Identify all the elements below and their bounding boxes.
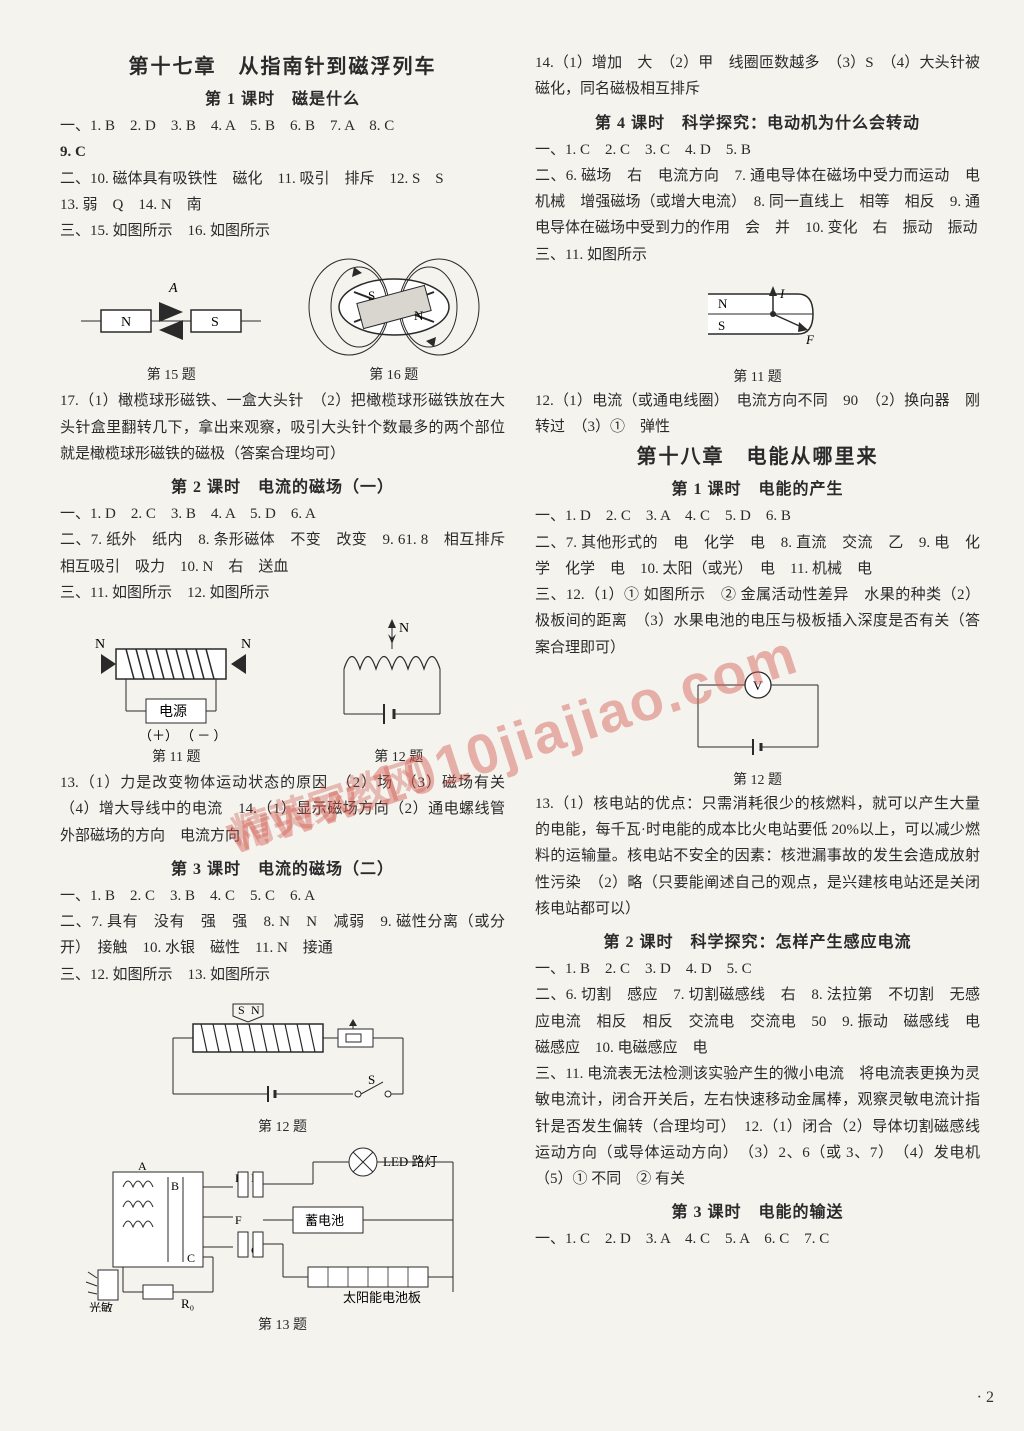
l1-line-5: 三、15. 如图所示 16. 如图所示 [60,218,505,244]
fig13-R-1: 光敏 [89,1300,113,1312]
fig11-N1: N [95,637,105,652]
left-column: 第十七章 从指南针到磁浮列车 第 1 课时 磁是什么 一、1. B 2. D 3… [60,50,505,1336]
fig12c-caption: 第 12 题 [733,769,782,789]
chapter-18-title: 第十八章 电能从哪里来 [535,440,980,469]
l2-line-2: 二、7. 纸外 纸内 8. 条形磁体 不变 改变 9. 61. 8 相互排斥 相… [60,527,505,580]
fig13-caption: 第 13 题 [258,1314,307,1334]
r2-line-3: 三、11. 电流表无法检测该实验产生的微小电流 将电流表更换为灵敏电流计，闭合开… [535,1061,980,1192]
fig-12c-svg: V [673,667,843,767]
l1-line-1: 一、1. B 2. D 3. B 4. A 5. B 6. B 7. A 8. … [60,113,505,139]
r2-line-2: 二、6. 切割 感应 7. 切割磁感线 右 8. 法拉第 不切割 无感应电流 相… [535,982,980,1061]
l1-line-3: 二、10. 磁体具有吸铁性 磁化 11. 吸引 排斥 12. S S [60,166,505,192]
r3-line-1: 一、1. C 2. D 3. A 4. C 5. A 6. C 7. C [535,1226,980,1252]
fig-11: N N 电源 （＋） （ － ） 第 11 题 [81,614,271,766]
fig13-R0: R₀ [181,1296,194,1311]
fig-12-svg: N [314,614,484,744]
fig12b-sw: S [368,1072,375,1087]
fig12c-V: V [753,678,763,693]
r1-line-1: 一、1. D 2. C 3. A 4. C 5. D 6. B [535,503,980,529]
fig-16-svg: S N [304,252,484,362]
l3-line-1: 一、1. B 2. C 3. B 4. C 5. C 6. A [60,883,505,909]
fig11b-S: S [718,318,725,333]
fig13-C: C [187,1251,195,1265]
fig16-caption: 第 16 题 [304,364,484,384]
fig11-minus: （ － ） [181,728,227,743]
l4-line-1: 一、1. C 2. C 3. C 4. D 5. B [535,137,980,163]
fig-row-15-16: N S A 第 15 题 [60,252,505,384]
fig11b-N: N [718,296,728,311]
lesson-2-title: 第 2 课时 电流的磁场（一） [60,473,505,497]
l4-line-4: 12.（1）电流（或通电线圈） 电流方向不同 90 （2）换向器 刚转过 （3）… [535,388,980,441]
l3-line-2: 二、7. 具有 没有 强 强 8. N N 减弱 9. 磁性分离（或分开） 接触… [60,909,505,962]
fig13-A: A [138,1159,147,1173]
fig11b-caption: 第 11 题 [733,366,781,386]
fig12-N: N [399,621,409,636]
fig15-caption: 第 15 题 [81,364,261,384]
l1-line-2: 9. C [60,139,505,165]
r1-line-4: 13.（1）核电站的优点：只需消耗很少的核燃料，就可以产生大量的电能，每千瓦·时… [535,791,980,922]
fig-12b-svg: S N S [143,994,423,1114]
right-column: 14.（1）增加 大 （2）甲 线圈匝数越多 （3）S （4）大头针被磁化，同名… [535,50,980,1336]
fig15-S-label: S [211,315,219,330]
fig13-F: F [235,1213,242,1227]
fig12b-caption: 第 12 题 [258,1116,307,1136]
fig11-src: 电源 [159,704,187,720]
fig12-caption: 第 12 题 [314,746,484,766]
fig-11b-svg: N S I F [688,274,828,364]
lesson-1-title: 第 1 课时 磁是什么 [60,85,505,109]
page-number: · 2 [977,1389,994,1407]
chapter-17-title: 第十七章 从指南针到磁浮列车 [60,50,505,79]
l2-line-1: 一、1. D 2. C 3. B 4. A 5. D 6. A [60,501,505,527]
r-line-0: 14.（1）增加 大 （2）甲 线圈匝数越多 （3）S （4）大头针被磁化，同名… [535,50,980,103]
fig-13-svg: A B C D E F G LED 路灯 [83,1142,483,1312]
fig-15: N S A 第 15 题 [81,272,261,384]
fig15-N-label: N [121,315,131,330]
fig15-A-label: A [168,281,178,296]
lesson-3-title: 第 3 课时 电流的磁场（二） [60,855,505,879]
fig11-plus: （＋） [139,728,178,743]
l1-line-6: 17.（1）橄榄球形磁铁、一盒大头针 （2）把橄榄球形磁铁放在大头针盒里翻转几下… [60,388,505,467]
fig13-B: B [171,1179,179,1193]
fig-12c: V 第 12 题 [535,667,980,789]
r1-line-2: 二、7. 其他形式的 电 化学 电 8. 直流 交流 乙 9. 电 化学 化学 … [535,530,980,583]
fig-12b: S N S 第 1 [60,994,505,1136]
l3-line-3: 三、12. 如图所示 13. 如图所示 [60,962,505,988]
fig16-N-label: N [414,308,424,323]
fig11b-F: F [805,332,815,347]
fig-15-svg: N S A [81,272,261,362]
fig-11b: N S I F 第 11 题 [535,274,980,386]
fig13-solar: 太阳能电池板 [343,1290,421,1305]
r-lesson-2-title: 第 2 课时 科学探究：怎样产生感应电流 [535,928,980,952]
r-lesson-3-title: 第 3 课时 电能的输送 [535,1198,980,1222]
l2-line-3: 三、11. 如图所示 12. 如图所示 [60,580,505,606]
fig-row-11-12: N N 电源 （＋） （ － ） 第 11 题 [60,614,505,766]
l4-line-2: 二、6. 磁场 右 电流方向 7. 通电导体在磁场中受力而运动 电 机械 增强磁… [535,163,980,242]
fig11-caption: 第 11 题 [81,746,271,766]
fig12b-N: N [251,1003,260,1017]
page-root: 第十七章 从指南针到磁浮列车 第 1 课时 磁是什么 一、1. B 2. D 3… [0,0,1024,1366]
fig16-S-label: S [368,288,375,303]
r2-line-1: 一、1. B 2. C 3. D 4. D 5. C [535,956,980,982]
r-lesson-1-title: 第 1 课时 电能的产生 [535,475,980,499]
lesson-4-title: 第 4 课时 科学探究：电动机为什么会转动 [535,109,980,133]
fig12b-S: S [238,1003,245,1017]
fig-13: A B C D E F G LED 路灯 [60,1142,505,1334]
l1-line-4: 13. 弱 Q 14. N 南 [60,192,505,218]
fig11-N2: N [241,637,251,652]
l2-line-4: 13.（1）力是改变物体运动状态的原因 （2）场 （3）磁场有关 （4）增大导线… [60,770,505,849]
l4-line-3: 三、11. 如图所示 [535,242,980,268]
fig-11-svg: N N 电源 （＋） （ － ） [81,614,271,744]
fig-12: N 第 12 题 [314,614,484,766]
r1-line-3: 三、12.（1）① 如图所示 ② 金属活动性差异 水果的种类（2）极板间的距离 … [535,582,980,661]
fig-16: S N 第 16 题 [304,252,484,384]
fig13-batt: 蓄电池 [305,1213,344,1228]
fig11b-I: I [779,286,785,301]
